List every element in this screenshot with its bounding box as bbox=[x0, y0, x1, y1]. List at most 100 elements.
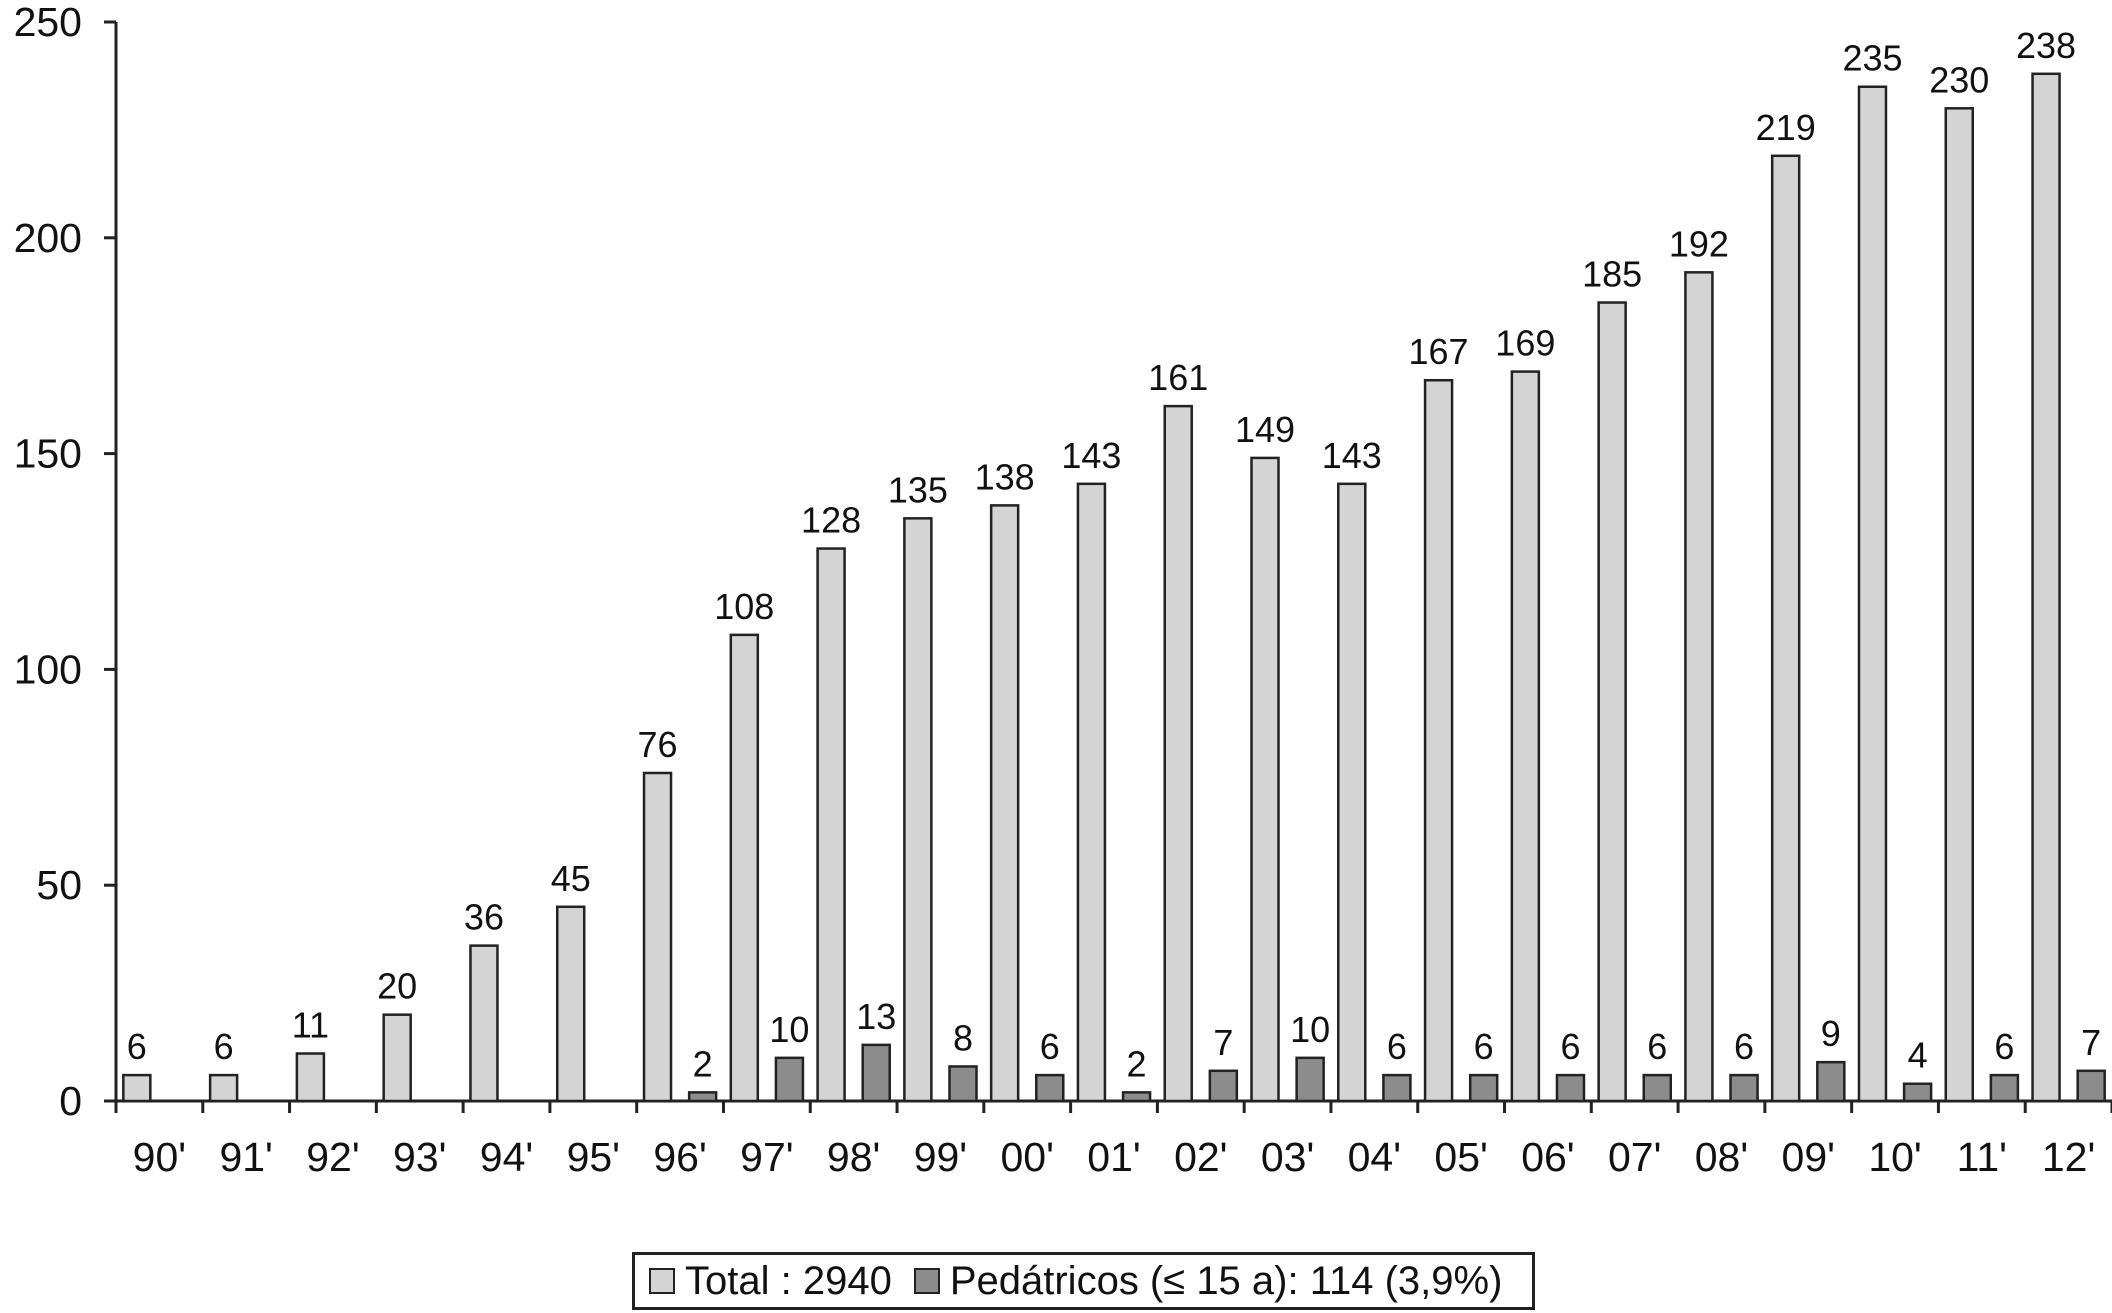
legend-swatch-pediatric bbox=[913, 1268, 940, 1294]
x-tick-label: 93' bbox=[393, 1134, 446, 1180]
data-label-total: 167 bbox=[1409, 331, 1469, 372]
data-label-total: 135 bbox=[888, 469, 948, 510]
y-tick-label: 150 bbox=[14, 431, 82, 477]
x-tick-label: 96' bbox=[653, 1134, 706, 1180]
data-label-pediatric: 7 bbox=[1213, 1022, 1233, 1063]
data-label-pediatric: 6 bbox=[1040, 1026, 1060, 1067]
bar-total bbox=[989, 504, 1020, 1103]
bar-pediatric bbox=[1035, 1073, 1065, 1103]
data-label-total: 161 bbox=[1148, 357, 1208, 398]
data-label-total: 20 bbox=[377, 966, 417, 1007]
data-label-pediatric: 2 bbox=[693, 1043, 713, 1084]
x-tick-label: 06' bbox=[1521, 1134, 1574, 1180]
bar-total bbox=[1423, 378, 1454, 1103]
data-label-pediatric: 10 bbox=[769, 1009, 809, 1050]
data-label-pediatric: 8 bbox=[953, 1017, 973, 1058]
bar-total bbox=[1337, 482, 1367, 1103]
bar-total bbox=[1163, 404, 1193, 1103]
data-label-total: 149 bbox=[1235, 409, 1295, 450]
data-label-pediatric: 9 bbox=[1821, 1013, 1841, 1054]
x-tick-label: 03' bbox=[1261, 1134, 1314, 1180]
bar-pediatric bbox=[1208, 1069, 1239, 1103]
bar-total bbox=[1944, 107, 1975, 1103]
data-label-total: 219 bbox=[1756, 107, 1816, 148]
x-tick-label: 05' bbox=[1434, 1134, 1487, 1180]
bar-pediatric bbox=[1816, 1060, 1846, 1103]
data-label-total: 128 bbox=[801, 500, 861, 541]
x-tick-label: 01' bbox=[1087, 1134, 1140, 1180]
data-label-pediatric: 7 bbox=[2081, 1022, 2101, 1063]
x-tick-label: 02' bbox=[1174, 1134, 1227, 1180]
bar-total bbox=[1076, 482, 1107, 1103]
data-label-total: 185 bbox=[1582, 254, 1642, 295]
bar-total bbox=[903, 517, 933, 1103]
bar-pediatric bbox=[948, 1065, 978, 1103]
data-label-total: 36 bbox=[464, 897, 504, 938]
bar-total bbox=[1597, 301, 1627, 1103]
bar-pediatric bbox=[1468, 1073, 1499, 1103]
x-tick-label: 91' bbox=[219, 1134, 272, 1180]
bar-total bbox=[469, 944, 499, 1103]
bar-total bbox=[382, 1013, 412, 1103]
y-axis: 0 50 100 150 200 250 bbox=[14, 0, 118, 1124]
data-label-total: 143 bbox=[1322, 435, 1382, 476]
x-tick-label: 09' bbox=[1782, 1134, 1835, 1180]
bar-total bbox=[122, 1073, 152, 1103]
data-label-total: 235 bbox=[1842, 38, 1902, 79]
legend-item-total: Total : 2940 bbox=[649, 1259, 892, 1304]
data-label-total: 76 bbox=[638, 724, 678, 765]
legend-item-pediatric: Pedátricos (≤ 15 a): 114 (3,9%) bbox=[913, 1258, 1503, 1304]
x-tick-label: 11' bbox=[1957, 1134, 2007, 1180]
bar-total bbox=[1250, 456, 1280, 1103]
x-tick-label: 95' bbox=[567, 1134, 620, 1180]
bars bbox=[122, 72, 2106, 1103]
data-label-pediatric: 6 bbox=[1474, 1026, 1494, 1067]
legend: Total : 2940 Pedátricos (≤ 15 a): 114 (3… bbox=[632, 1252, 1536, 1310]
bar-total bbox=[642, 771, 673, 1103]
bar-pediatric bbox=[1989, 1073, 2020, 1103]
y-tick-label: 200 bbox=[14, 215, 82, 261]
bar-total bbox=[1770, 154, 1801, 1103]
bar-total bbox=[295, 1052, 326, 1103]
data-label-pediatric: 4 bbox=[1908, 1035, 1928, 1076]
bar-total bbox=[208, 1073, 239, 1103]
bar-pediatric bbox=[2076, 1069, 2106, 1103]
x-tick-label: 07' bbox=[1608, 1134, 1661, 1180]
x-tick-label: 00' bbox=[1000, 1134, 1053, 1180]
data-label-total: 230 bbox=[1929, 59, 1989, 100]
x-tick-label: 10' bbox=[1868, 1134, 1921, 1180]
x-tick-label: 08' bbox=[1695, 1134, 1748, 1180]
legend-label-total: Total : 2940 bbox=[685, 1258, 892, 1303]
y-tick-label: 100 bbox=[14, 646, 82, 692]
x-tick-label: 97' bbox=[740, 1134, 793, 1180]
bar-pediatric bbox=[1642, 1073, 1673, 1103]
bar-total bbox=[555, 905, 586, 1103]
x-axis: 90' 91' 92' 93' 94' 95' 96' 97' 98' 99' 00' 01' 02' 0… bbox=[114, 1099, 2112, 1180]
bar-pediatric bbox=[774, 1056, 805, 1103]
y-tick-label: 0 bbox=[59, 1078, 82, 1124]
bar-pediatric bbox=[861, 1043, 891, 1103]
data-label-total: 238 bbox=[2016, 25, 2076, 66]
data-label-total: 138 bbox=[975, 456, 1035, 497]
bar-total bbox=[729, 633, 760, 1103]
x-tick-label: 98' bbox=[827, 1134, 880, 1180]
data-label-pediatric: 10 bbox=[1290, 1009, 1330, 1050]
y-tick-label: 250 bbox=[14, 0, 82, 45]
x-tick-label: 92' bbox=[306, 1134, 359, 1180]
x-tick-label: 90' bbox=[133, 1134, 186, 1180]
bar-total bbox=[1510, 370, 1541, 1103]
data-label-total: 143 bbox=[1061, 435, 1121, 476]
bar-pediatric bbox=[687, 1091, 718, 1103]
bar-total bbox=[816, 547, 846, 1103]
data-label-total: 192 bbox=[1669, 223, 1729, 264]
bar-total bbox=[2031, 72, 2061, 1103]
data-label-total: 6 bbox=[214, 1026, 234, 1067]
bar-total bbox=[1857, 85, 1888, 1103]
data-label-pediatric: 2 bbox=[1127, 1043, 1147, 1084]
bar-pediatric bbox=[1121, 1091, 1152, 1103]
data-label-pediatric: 6 bbox=[1994, 1026, 2014, 1067]
data-label-pediatric: 6 bbox=[1734, 1026, 1754, 1067]
legend-label-pediatric: Pedátricos (≤ 15 a): 114 (3,9%) bbox=[949, 1258, 1503, 1303]
